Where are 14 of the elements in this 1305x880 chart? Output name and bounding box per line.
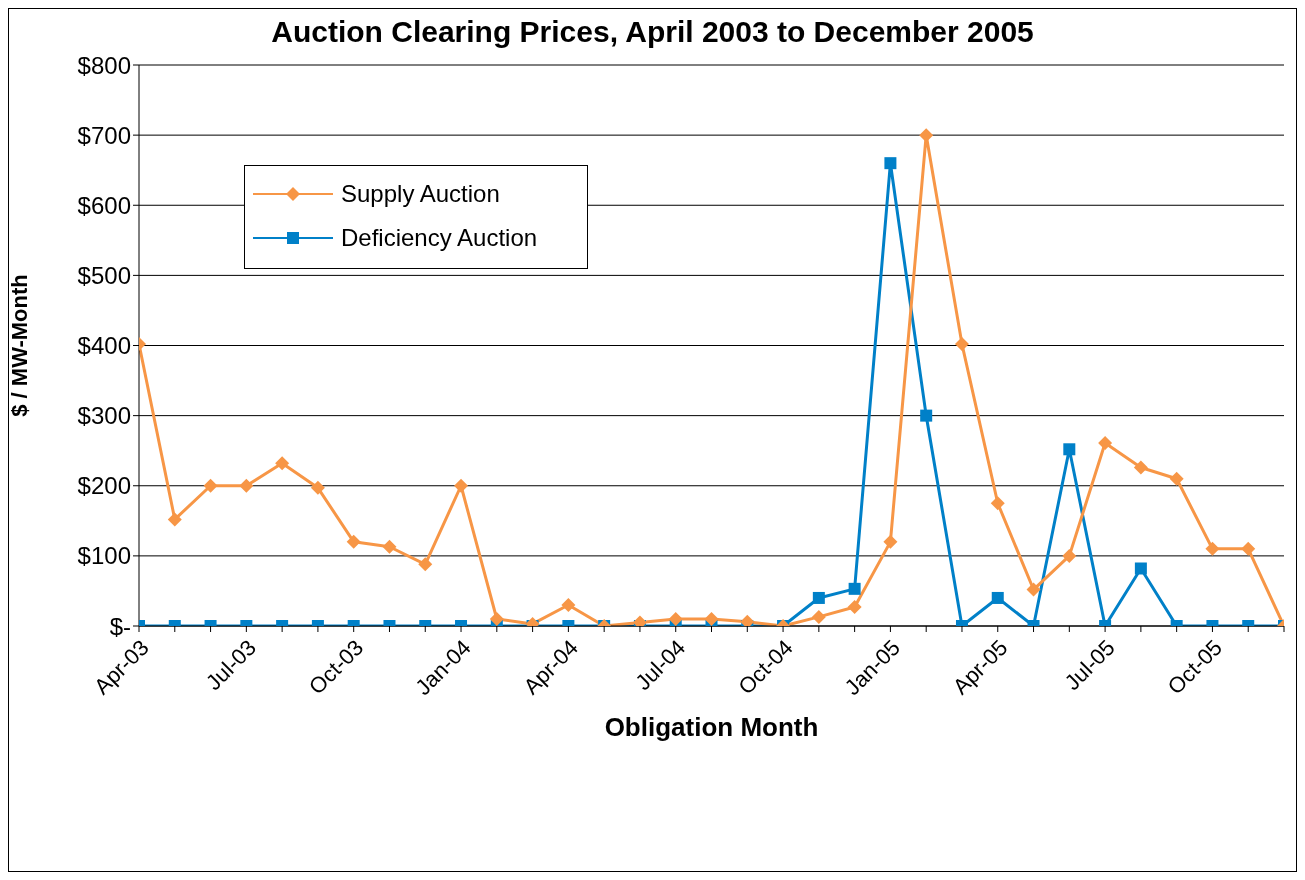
legend-label: Supply Auction	[341, 180, 500, 208]
y-tick-label: $500	[77, 261, 131, 289]
y-tick-label: $600	[77, 191, 131, 219]
y-tick-label: $800	[77, 51, 131, 79]
y-tick-label: $-	[109, 612, 131, 640]
y-tick-label: $200	[77, 472, 131, 500]
chart-title: Auction Clearing Prices, April 2003 to December 2005	[271, 15, 1034, 48]
x-axis-title: Obligation Month	[604, 712, 819, 742]
y-tick-label: $400	[77, 332, 131, 360]
y-tick-label: $700	[77, 121, 131, 149]
y-tick-label: $100	[77, 542, 131, 570]
legend-label: Deficiency Auction	[341, 224, 538, 252]
y-axis-title: $ / MW-Month	[6, 274, 32, 417]
y-tick-label: $300	[77, 402, 131, 430]
